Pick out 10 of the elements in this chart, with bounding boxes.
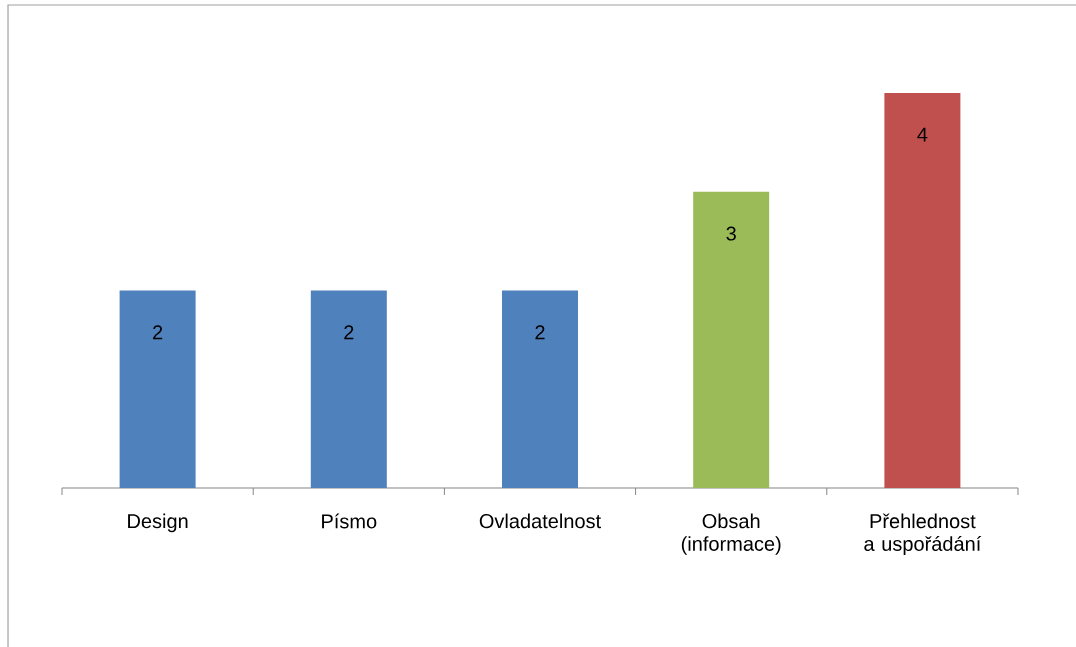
data-label: 4	[917, 127, 928, 142]
x-tick-label: Ovladatelnost	[479, 513, 601, 529]
x-tick-label: Obsah (informace)	[681, 513, 781, 555]
data-label: 3	[726, 226, 736, 241]
data-label: 2	[344, 325, 354, 340]
x-tick-label: Design	[128, 513, 188, 533]
x-tick-label: Písmo	[322, 513, 377, 529]
x-tick-label: Přehlednost a uspořádání	[864, 513, 982, 555]
data-label: 2	[153, 325, 163, 340]
data-label: 2	[535, 325, 545, 340]
